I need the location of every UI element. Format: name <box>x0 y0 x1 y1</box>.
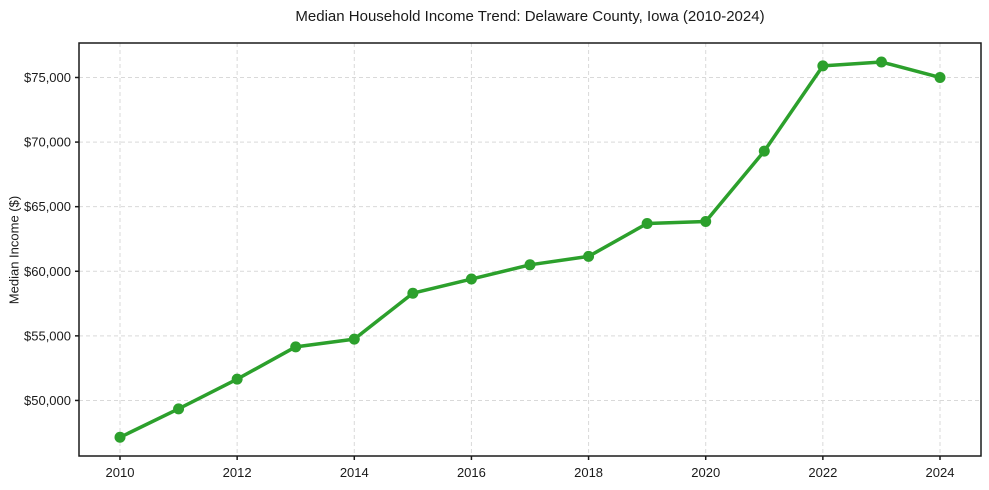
x-tick-label: 2010 <box>106 465 135 480</box>
data-point <box>465 273 477 285</box>
plot-frame <box>78 42 982 457</box>
data-point <box>524 259 536 271</box>
x-tick-label: 2020 <box>691 465 720 480</box>
data-point <box>231 373 243 385</box>
data-point <box>290 341 302 353</box>
data-point <box>934 71 946 83</box>
x-tick-label: 2016 <box>457 465 486 480</box>
data-point <box>817 60 829 72</box>
x-tick-label: 2024 <box>926 465 955 480</box>
y-tick-label: $60,000 <box>24 264 71 279</box>
chart-title: Median Household Income Trend: Delaware … <box>295 8 765 25</box>
y-tick-label: $70,000 <box>24 135 71 150</box>
data-point <box>641 217 653 229</box>
x-tick-label: 2018 <box>574 465 603 480</box>
x-tick-label: 2012 <box>223 465 252 480</box>
data-point <box>114 431 126 443</box>
trend-line <box>118 60 942 440</box>
y-tick-label: $75,000 <box>24 70 71 85</box>
data-point <box>758 145 770 157</box>
data-point <box>407 287 419 299</box>
x-tick-label: 2022 <box>808 465 837 480</box>
data-point <box>348 333 360 345</box>
y-tick-label: $55,000 <box>24 328 71 343</box>
data-point <box>875 56 887 68</box>
x-tick-label: 2014 <box>340 465 369 480</box>
y-tick-label: $50,000 <box>24 393 71 408</box>
data-point <box>583 250 595 262</box>
y-tick-label: $65,000 <box>24 199 71 214</box>
data-point <box>173 403 185 415</box>
data-point <box>700 216 712 228</box>
